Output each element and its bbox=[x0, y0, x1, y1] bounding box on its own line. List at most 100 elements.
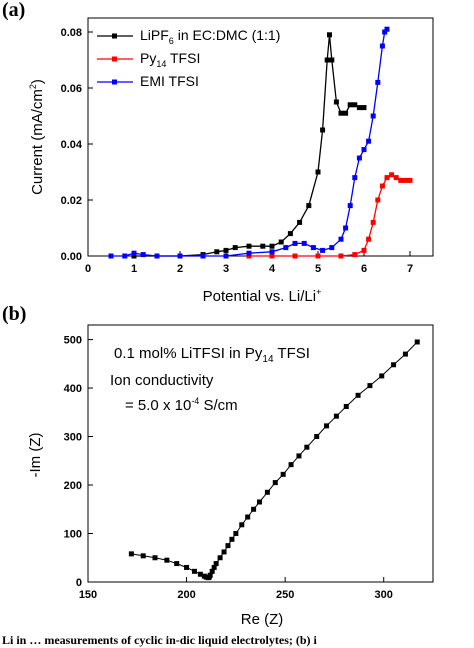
data-point bbox=[398, 177, 404, 183]
data-point bbox=[370, 219, 376, 225]
x-tick-label: 250 bbox=[276, 589, 294, 601]
data-point bbox=[197, 571, 203, 577]
data-point bbox=[382, 29, 388, 35]
data-point bbox=[164, 557, 170, 563]
data-point bbox=[128, 551, 134, 557]
panel-b-plot-frame bbox=[87, 324, 434, 583]
x-tick-label: 5 bbox=[315, 263, 321, 275]
data-point bbox=[338, 110, 344, 116]
data-point bbox=[402, 351, 408, 357]
data-point bbox=[304, 444, 310, 450]
data-point bbox=[320, 127, 326, 133]
data-point bbox=[338, 236, 344, 242]
data-point bbox=[287, 231, 293, 237]
panel-b-chart: (b) 150 200 250 300 0 100 200 300 400 500 0.1 mol… bbox=[2, 303, 434, 628]
y-tick-label: 500 bbox=[64, 335, 82, 347]
data-point bbox=[131, 250, 137, 256]
data-point bbox=[200, 253, 206, 259]
data-point bbox=[239, 522, 245, 528]
panel-a-label: (a) bbox=[2, 0, 25, 21]
panel-b-annotation-line-1: 0.1 mol% LiTFSI in Py14 TFSI bbox=[114, 345, 310, 365]
panel-a-x-axis-title: Potential vs. Li/Li+ bbox=[203, 287, 322, 305]
panel-a-axes: 0 1 2 3 4 5 6 7 0.00 0.02 0.04 0.06 0.08 bbox=[61, 27, 413, 275]
data-point bbox=[209, 568, 215, 574]
panel-b-series bbox=[128, 339, 420, 581]
x-tick-label: 300 bbox=[375, 589, 393, 601]
data-point bbox=[315, 253, 321, 259]
data-point bbox=[329, 57, 335, 63]
data-point bbox=[324, 57, 330, 63]
data-point bbox=[292, 253, 298, 259]
data-point bbox=[269, 249, 275, 255]
data-point bbox=[246, 243, 252, 249]
panel-b-axes: 150 200 250 300 0 100 200 300 400 500 bbox=[64, 335, 393, 601]
x-tick-label: 4 bbox=[269, 263, 276, 275]
legend-label-1: Py14 TFSI bbox=[140, 50, 200, 69]
data-point bbox=[154, 253, 160, 259]
data-point bbox=[343, 403, 349, 409]
panel-b-label: (b) bbox=[2, 303, 26, 325]
data-point bbox=[389, 172, 395, 178]
y-tick-label: 200 bbox=[64, 480, 82, 492]
data-point bbox=[264, 489, 270, 495]
data-point bbox=[347, 102, 353, 108]
data-point bbox=[314, 434, 320, 440]
data-point bbox=[223, 253, 229, 259]
data-point bbox=[232, 245, 238, 251]
data-point bbox=[211, 564, 217, 570]
data-point bbox=[384, 175, 390, 181]
data-point bbox=[225, 543, 231, 549]
data-point bbox=[131, 253, 137, 259]
data-point bbox=[108, 253, 114, 259]
data-point bbox=[379, 183, 385, 189]
x-tick-label: 150 bbox=[79, 589, 97, 601]
data-point bbox=[174, 561, 180, 567]
legend-label-2: EMI TFSI bbox=[140, 73, 199, 89]
data-point bbox=[269, 253, 275, 259]
data-point bbox=[280, 471, 286, 477]
data-point bbox=[272, 480, 278, 486]
data-point bbox=[122, 253, 128, 259]
data-point bbox=[327, 32, 332, 38]
legend-swatch-marker bbox=[112, 56, 117, 62]
data-point bbox=[352, 102, 358, 108]
data-point bbox=[375, 197, 381, 203]
panel-b-x-axis-title: Re (Z) bbox=[241, 611, 284, 628]
data-point bbox=[306, 203, 312, 209]
data-point bbox=[246, 253, 252, 259]
y-tick-label: 100 bbox=[64, 529, 82, 541]
y-tick-label: 0.00 bbox=[61, 251, 82, 263]
data-point bbox=[213, 561, 219, 567]
data-point bbox=[361, 105, 367, 111]
data-point bbox=[278, 239, 284, 245]
data-point bbox=[361, 247, 367, 253]
data-point bbox=[292, 240, 298, 246]
data-point bbox=[402, 177, 408, 183]
data-point bbox=[338, 253, 344, 259]
y-tick-label: 0.02 bbox=[61, 195, 82, 207]
data-point bbox=[229, 536, 235, 542]
data-point bbox=[221, 549, 227, 555]
data-point bbox=[329, 245, 335, 251]
x-tick-label: 1 bbox=[131, 263, 137, 275]
data-point bbox=[367, 383, 373, 389]
data-point bbox=[260, 243, 266, 249]
y-tick-label: 0.06 bbox=[61, 83, 82, 95]
data-point bbox=[356, 105, 362, 111]
panel-b-annotation-line-3: = 5.0 x 10-4 S/cm bbox=[125, 396, 238, 414]
x-tick-label: 7 bbox=[407, 263, 413, 275]
data-point bbox=[288, 462, 294, 468]
data-point bbox=[356, 155, 362, 161]
data-point bbox=[361, 147, 367, 153]
y-tick-label: 0 bbox=[76, 577, 82, 589]
data-point bbox=[269, 243, 275, 249]
x-tick-label: 0 bbox=[85, 263, 91, 275]
data-point bbox=[333, 99, 339, 105]
data-point bbox=[333, 413, 339, 419]
figure-caption: Li in … measurements of cyclic in-dic li… bbox=[2, 633, 318, 647]
y-tick-label: 300 bbox=[64, 432, 82, 444]
series-line-2 bbox=[111, 28, 388, 257]
data-point bbox=[366, 138, 372, 144]
data-point bbox=[296, 453, 302, 459]
panel-a-legend: LiPF6 in EC:DMC (1:1) Py14 TFSI EMI TFSI bbox=[97, 27, 280, 89]
